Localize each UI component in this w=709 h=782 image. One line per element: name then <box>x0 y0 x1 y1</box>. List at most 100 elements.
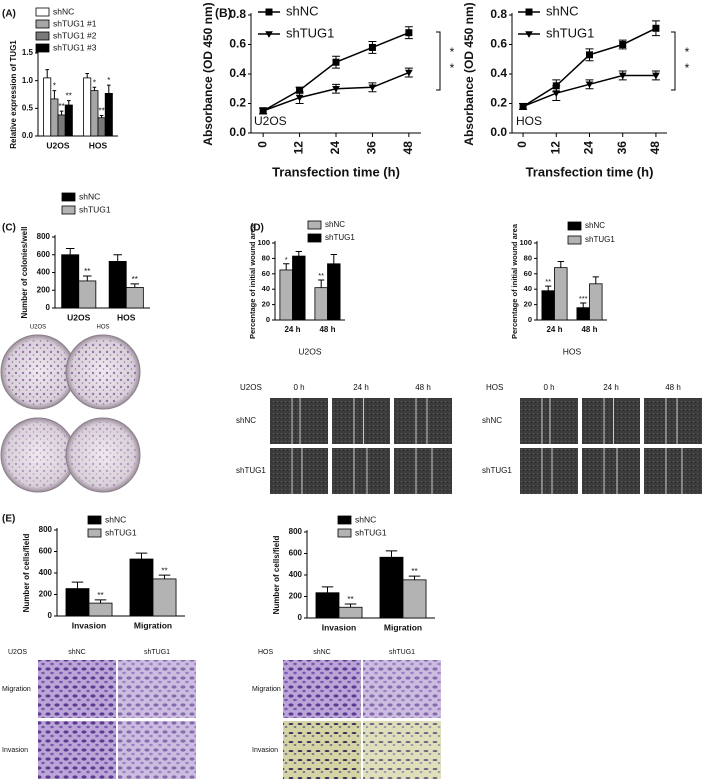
error-bar <box>99 115 104 118</box>
x-tick-label: Migration <box>134 620 172 630</box>
x-tick-label: 24 <box>582 141 596 155</box>
wound-edge <box>541 398 551 444</box>
y-tick-label: 400 <box>37 268 51 277</box>
y-tick-label: 200 <box>37 285 51 294</box>
legend-swatch <box>337 515 352 525</box>
bar <box>279 269 293 321</box>
y-tick-label: 800 <box>289 527 303 536</box>
x-tick-label: 48 <box>648 141 662 155</box>
column-label: 0 h <box>543 383 554 392</box>
legend-swatch <box>307 220 322 230</box>
x-axis-label: U2OS <box>298 346 321 356</box>
wound-edge <box>665 398 678 444</box>
significance: ** <box>98 107 104 116</box>
transwell-image <box>38 721 116 779</box>
bar <box>576 307 590 321</box>
transwell-image <box>118 721 196 779</box>
legend-label: shNC <box>105 514 126 524</box>
error-bar <box>65 248 75 255</box>
bar <box>97 117 106 137</box>
error-bar <box>545 285 552 291</box>
point <box>295 94 304 102</box>
bar <box>315 592 340 619</box>
y-tick-label: 1.0 <box>22 76 34 85</box>
panel-label: (B) <box>215 6 232 20</box>
wound-edge <box>603 398 614 444</box>
error-bar <box>130 283 140 288</box>
y-tick-label: 60 <box>524 269 532 278</box>
x-tick-label: 24 h <box>546 325 562 334</box>
colony-dots <box>5 339 71 405</box>
legend-label: shNC <box>546 3 579 18</box>
legend-label: shTUG1 <box>286 25 334 40</box>
panel-label: (A) <box>2 9 16 20</box>
significance: ** <box>132 275 138 284</box>
significance: * <box>685 45 690 59</box>
y-tick-label: 0 <box>298 613 303 622</box>
error-bar <box>113 254 122 262</box>
significance: ** <box>347 595 353 604</box>
y-tick-label: 0.4 <box>229 66 246 80</box>
y-axis-label: Percentage of initial wound area <box>510 223 519 339</box>
bar <box>589 283 603 321</box>
bar <box>379 556 404 619</box>
wound-image <box>582 398 640 444</box>
error-bar <box>45 69 49 78</box>
panel-label: (E) <box>2 514 15 525</box>
y-tick-label: 0.4 <box>490 66 507 80</box>
y-tick-label: 0 <box>48 611 53 620</box>
legend-marker <box>265 31 273 38</box>
x-tick-label: 36 <box>615 141 629 155</box>
point <box>519 103 527 111</box>
y-axis-label: Absorbance (OD 450 nm) <box>201 2 215 145</box>
legend-label: shTUG1 #2 <box>53 30 97 40</box>
row-label: shTUG1 <box>482 466 512 475</box>
plate-column-label: U2OS <box>30 325 46 331</box>
significance: * <box>53 82 56 91</box>
y-axis-label: Percentage of initial wound area <box>248 223 257 339</box>
panel-label: (D) <box>250 223 264 234</box>
bar <box>338 606 363 619</box>
bar <box>314 287 328 321</box>
legend-swatch <box>35 43 50 53</box>
point <box>586 51 593 59</box>
x-tick-label: Invasion <box>72 620 106 630</box>
column-label: shTUG1 <box>144 649 170 656</box>
y-tick-label: 0 <box>266 315 270 324</box>
y-tick-label: 80 <box>262 253 270 262</box>
y-tick-label: 600 <box>39 547 53 556</box>
bar <box>88 602 113 617</box>
y-tick-label: 0 <box>46 303 51 312</box>
error-bar <box>135 552 148 560</box>
y-tick-label: 0.0 <box>490 125 507 139</box>
wound-edge <box>603 448 618 494</box>
row-label: Invasion <box>2 747 28 754</box>
plate-column-label: HOS <box>96 325 109 331</box>
y-axis-label: Number of cells/field <box>22 534 31 613</box>
y-tick-label: 1.5 <box>22 48 34 57</box>
significance: * <box>285 255 288 264</box>
y-tick-label: 200 <box>39 590 53 599</box>
x-tick-label: Invasion <box>322 622 356 632</box>
bar <box>554 267 568 321</box>
row-label: shNC <box>482 416 502 425</box>
significance: * <box>107 76 110 85</box>
error-bar <box>59 110 64 115</box>
y-axis-label: Number of colonies/well <box>20 226 29 318</box>
legend-label: shTUG1 <box>585 235 615 244</box>
error-bar <box>318 279 325 288</box>
x-tick-label: 24 <box>328 141 342 155</box>
cell-line-label: U2OS <box>8 649 27 656</box>
wound-edge <box>291 398 301 444</box>
transwell-image <box>38 660 116 718</box>
legend-swatch <box>35 31 50 41</box>
cell-line-label: U2OS <box>240 383 262 392</box>
wound-image <box>332 448 390 494</box>
bar <box>125 287 144 309</box>
transwell-image <box>283 721 361 779</box>
x-tick-label: 12 <box>548 141 562 155</box>
wound-image <box>332 398 390 444</box>
x-axis-label: Transfection time (h) <box>526 164 654 179</box>
wound-image <box>520 398 578 444</box>
column-label: 48 h <box>665 383 681 392</box>
